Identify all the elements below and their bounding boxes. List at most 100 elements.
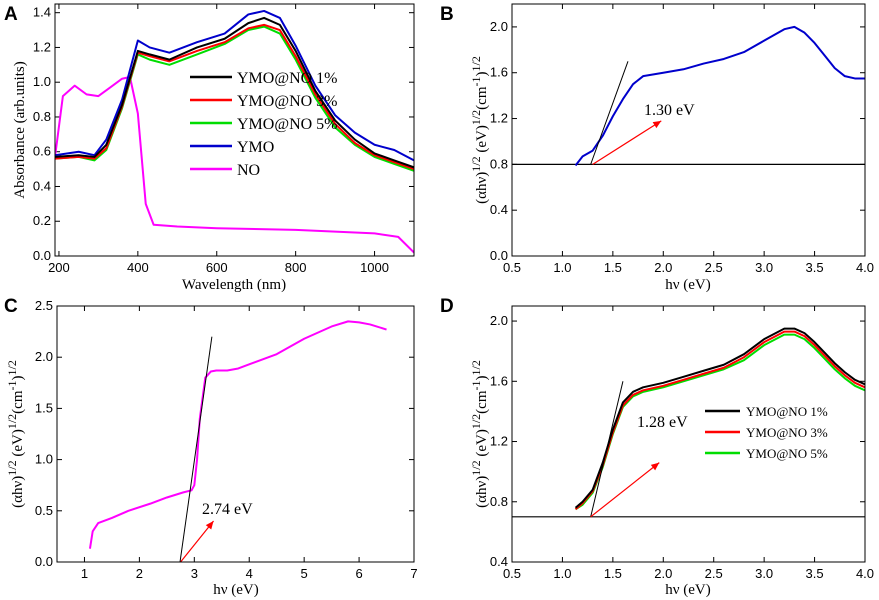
panel-c-x-tick-label: 3 bbox=[191, 566, 198, 581]
panel-d-x-tick-label: 3.0 bbox=[755, 566, 773, 581]
panel-d-x-tick-label: 1.0 bbox=[553, 566, 571, 581]
panel-b-x-tick-label: 0.5 bbox=[503, 260, 521, 275]
panel-d-x-axis-title: hν (eV) bbox=[665, 582, 711, 598]
panel-b-series-ymo bbox=[574, 25, 865, 167]
panel-c-x-tick-label: 7 bbox=[410, 566, 417, 581]
legend-label-no: NO bbox=[237, 162, 260, 179]
panel-b-x-tick-label: 1.0 bbox=[553, 260, 571, 275]
panel-a-x-axis-title: Wavelength (nm) bbox=[182, 277, 286, 293]
panel-b-xlabel: hν (eV) bbox=[665, 277, 711, 293]
panel-b-plot: 0.5 1.0 1.5 2.0 2.5 3.0 3.5 4.0 0.0 0.4 0.8 1.2 1.6 2… bbox=[490, 4, 874, 275]
panel-a-series-ymo-no-3 bbox=[55, 23, 414, 171]
panel-b-y-tick-label: 1.2 bbox=[490, 111, 508, 126]
panel-c-y-tick-label: 0.5 bbox=[35, 503, 53, 518]
panel-b-arrow-shaft bbox=[592, 120, 662, 165]
panel-c-data-area bbox=[88, 320, 387, 562]
panel-a-y-tick-label: 1.4 bbox=[33, 5, 51, 20]
panel-c-y-tick-label: 1.5 bbox=[35, 400, 53, 415]
panel-c-y-tick-label: 2.0 bbox=[35, 349, 53, 364]
panel-letter-a: A bbox=[4, 4, 18, 25]
legend-label-ymo-no-5: YMO@NO 5% bbox=[237, 116, 338, 133]
legend-label-ymo-no-3: YMO@NO 3% bbox=[237, 93, 338, 110]
panel-d-x-tick-label: 1.5 bbox=[604, 566, 622, 581]
panel-a-series-ymo-no-1 bbox=[55, 16, 414, 169]
panel-a-y-tick-label: 0.4 bbox=[33, 178, 51, 193]
panel-d-xlabel: hν (eV) bbox=[665, 582, 711, 598]
panel-b-y-tick-label: 2.0 bbox=[490, 19, 508, 34]
panel-a-y-axis-title: Absorbance (arb.units) bbox=[12, 61, 28, 198]
panel-c-bandgap-label: 2.74 eV bbox=[202, 501, 253, 518]
panel-a-y-tick-label: 1.0 bbox=[33, 74, 51, 89]
panel-d-x-tick-label: 0.5 bbox=[503, 566, 521, 581]
panel-b-y-tick-label: 1.6 bbox=[490, 65, 508, 80]
panel-b-y-tick-label: 0.4 bbox=[490, 202, 508, 217]
legend-label-d-ymo-no-3: YMO@NO 3% bbox=[746, 425, 828, 440]
panel-b-bandgap-label: 1.30 eV bbox=[644, 102, 695, 119]
legend-label-ymo: YMO bbox=[237, 139, 274, 156]
panel-b-y-tick-label: 0.0 bbox=[490, 248, 508, 263]
panel-b-x-tick-label: 1.5 bbox=[604, 260, 622, 275]
panel-d-arrow-head bbox=[650, 462, 660, 471]
panel-b-x-tick-label: 2.5 bbox=[705, 260, 723, 275]
panel-c-x-tick-label: 1 bbox=[81, 566, 88, 581]
panel-letter-b: B bbox=[440, 4, 454, 25]
panel-c-x-axis-title: hν (eV) bbox=[213, 582, 259, 598]
panel-b-data-area bbox=[512, 25, 865, 167]
panel-d-x-tick-label: 2.0 bbox=[654, 566, 672, 581]
panel-c-y-tick-label: 1.0 bbox=[35, 452, 53, 467]
panel-c-x-tick-label: 4 bbox=[246, 566, 253, 581]
panel-b-y-axis-title: (αhν)1/2 (eV)1/2(cm-1)1/2 bbox=[469, 56, 490, 204]
panel-a-ylabel: Absorbance (arb.units) bbox=[12, 61, 28, 198]
panel-a-xlabel: Wavelength (nm) bbox=[182, 277, 286, 293]
panel-d-legend: YMO@NO 1% YMO@NO 3% YMO@NO 5% bbox=[705, 404, 828, 461]
panel-a-y-tick-label: 0.2 bbox=[33, 213, 51, 228]
panel-a-legend: YMO@NO 1% YMO@NO 3% YMO@NO 5% YMO NO bbox=[190, 70, 338, 179]
panel-d-x-tick-label: 4.0 bbox=[856, 566, 874, 581]
panel-c-x-tick-label: 5 bbox=[301, 566, 308, 581]
panel-a-y-tick-label: 0.6 bbox=[33, 144, 51, 159]
panel-d-x-tick-label: 2.5 bbox=[705, 566, 723, 581]
panel-a-series-no bbox=[55, 75, 414, 254]
panel-a-plot: 200 400 600 800 1000 0.0 0.2 0.4 0.6 0.8 1.0 1.2 1.4 bbox=[33, 4, 414, 275]
panel-a-x-tick-label: 1000 bbox=[360, 260, 389, 275]
panel-c-series-no bbox=[88, 320, 387, 549]
panel-c-arrow-head bbox=[205, 521, 214, 530]
panel-a: A 200 400 600 800 1000 0.0 0.2 0.4 0.6 0.8 1.0 1.2 1… bbox=[4, 3, 415, 293]
panel-c-y-tick-label: 0.0 bbox=[35, 554, 53, 569]
panel-d-y-tick-label: 0.4 bbox=[490, 554, 508, 569]
panel-c-xlabel: hν (eV) bbox=[213, 582, 259, 598]
panel-b-x-tick-label: 2.0 bbox=[654, 260, 672, 275]
panel-letter-d: D bbox=[440, 296, 454, 317]
panel-d-arrow-shaft bbox=[590, 462, 660, 518]
panel-d-y-tick-label: 1.6 bbox=[490, 373, 508, 388]
panel-c-y-axis-title: (αhν)1/2 (eV)1/2(cm-1)1/2 bbox=[5, 360, 26, 508]
panel-d: D 0.5 1.0 1.5 2.0 2.5 3.0 3.5 4.0 0.4 0.8 1.2 1.6 2.… bbox=[440, 296, 874, 598]
panel-a-y-tick-label: 0.0 bbox=[33, 248, 51, 263]
panel-d-y-tick-label: 2.0 bbox=[490, 313, 508, 328]
panel-b-frame bbox=[511, 3, 866, 257]
panel-a-y-tick-label: 1.2 bbox=[33, 39, 51, 54]
panel-b-y-tick-label: 0.8 bbox=[490, 156, 508, 171]
panel-a-x-tick-label: 200 bbox=[48, 260, 70, 275]
panel-d-y-tick-label: 1.2 bbox=[490, 434, 508, 449]
panel-b-arrow-head bbox=[652, 120, 662, 129]
panel-d-bandgap-label: 1.28 eV bbox=[637, 414, 688, 431]
legend-label-ymo-no-1: YMO@NO 1% bbox=[237, 70, 338, 87]
panel-d-y-tick-label: 0.8 bbox=[490, 494, 508, 509]
panel-b-x-tick-label: 4.0 bbox=[856, 260, 874, 275]
panel-c-y-tick-label: 2.5 bbox=[35, 298, 53, 313]
legend-label-d-ymo-no-5: YMO@NO 5% bbox=[746, 446, 828, 461]
panel-b-x-axis-title: hν (eV) bbox=[665, 277, 711, 293]
panel-a-data-area bbox=[55, 9, 414, 254]
panel-d-data-area bbox=[512, 327, 865, 518]
panel-b-x-tick-label: 3.5 bbox=[806, 260, 824, 275]
panel-d-tangent-line bbox=[590, 381, 624, 517]
panel-a-frame bbox=[54, 3, 415, 257]
panel-c-tangent-line bbox=[179, 336, 213, 562]
panel-b-ylabel: (αhν)1/2 (eV)1/2(cm-1)1/2 bbox=[469, 56, 490, 204]
panel-c-x-tick-label: 2 bbox=[136, 566, 143, 581]
legend-label-d-ymo-no-1: YMO@NO 1% bbox=[746, 404, 828, 419]
panel-a-y-tick-label: 0.8 bbox=[33, 109, 51, 124]
panel-b-tangent-line bbox=[590, 61, 629, 165]
